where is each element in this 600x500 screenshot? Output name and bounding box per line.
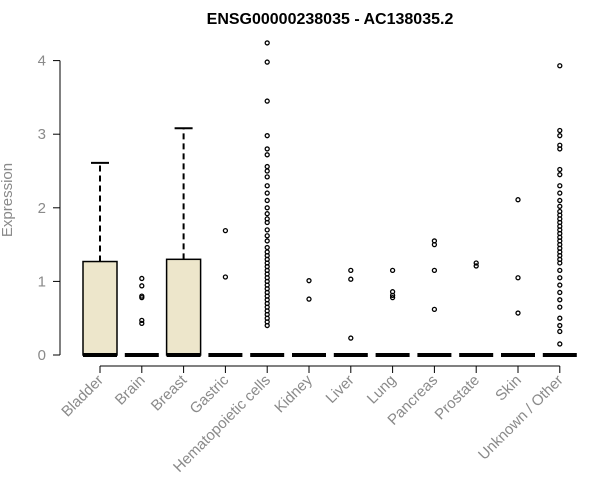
y-tick-label: 3 bbox=[38, 126, 46, 143]
outlier-point bbox=[348, 276, 354, 282]
box-9 bbox=[459, 260, 494, 357]
outlier-point bbox=[348, 267, 354, 274]
outlier-point bbox=[515, 197, 521, 203]
outlier-point bbox=[264, 197, 270, 204]
outlier-point bbox=[557, 172, 563, 178]
chart-title: ENSG00000238035 - AC138035.2 bbox=[207, 11, 454, 28]
outlier-point bbox=[389, 267, 396, 274]
outlier-point bbox=[306, 278, 312, 284]
box-11 bbox=[542, 63, 577, 357]
box-0 bbox=[82, 161, 118, 357]
box-4 bbox=[250, 40, 285, 357]
box-6 bbox=[333, 267, 368, 357]
outlier-point bbox=[264, 190, 270, 196]
outlier-point bbox=[139, 320, 145, 327]
outlier-point bbox=[431, 306, 438, 313]
outlier-point bbox=[264, 146, 270, 152]
outlier-point bbox=[557, 289, 563, 296]
x-tick-label: Prostate bbox=[431, 372, 483, 424]
outlier-point bbox=[139, 294, 145, 301]
outlier-point bbox=[557, 166, 563, 173]
outlier-point bbox=[264, 322, 270, 329]
outlier-point bbox=[557, 275, 563, 281]
outlier-point bbox=[557, 322, 563, 329]
y-axis-label: Expression bbox=[0, 163, 16, 237]
outlier-point bbox=[515, 310, 521, 316]
x-tick-label: Lung bbox=[364, 372, 400, 408]
x-tick-label: Breast bbox=[148, 371, 191, 414]
outlier-point bbox=[557, 146, 563, 152]
outlier-point bbox=[515, 275, 521, 281]
box-iqr bbox=[82, 260, 118, 356]
y-axis: 0 1 2 3 4 bbox=[38, 53, 61, 364]
box-1 bbox=[124, 275, 159, 357]
outlier-point bbox=[557, 304, 563, 310]
outlier-point bbox=[264, 174, 270, 180]
outlier-point bbox=[473, 263, 479, 269]
outlier-point bbox=[348, 335, 354, 341]
outlier-point bbox=[139, 275, 145, 282]
outlier-point bbox=[139, 283, 145, 289]
outlier-point bbox=[557, 203, 563, 209]
y-tick-label: 2 bbox=[38, 200, 46, 217]
outlier-point bbox=[264, 152, 270, 158]
outlier-point bbox=[389, 294, 396, 301]
box-10 bbox=[501, 197, 535, 357]
x-tick-label: Bladder bbox=[58, 372, 107, 421]
outlier-point bbox=[264, 168, 270, 174]
outlier-point bbox=[389, 292, 396, 299]
y-tick-label: 4 bbox=[38, 53, 46, 70]
x-tick-label: Skin bbox=[492, 372, 525, 405]
boxes-layer bbox=[82, 40, 577, 357]
outlier-point bbox=[557, 63, 563, 69]
y-tick-label: 0 bbox=[38, 347, 46, 364]
outlier-point bbox=[264, 227, 270, 233]
outlier-point bbox=[557, 183, 563, 189]
box-7 bbox=[375, 267, 410, 357]
outlier-point bbox=[222, 227, 229, 234]
outlier-point bbox=[264, 233, 270, 239]
x-tick-label: Brain bbox=[112, 372, 149, 409]
box-2 bbox=[165, 127, 202, 357]
outlier-point bbox=[264, 98, 270, 104]
outlier-point bbox=[557, 133, 563, 139]
outlier-point bbox=[557, 315, 563, 321]
outlier-point bbox=[557, 267, 563, 274]
outlier-point bbox=[264, 59, 270, 65]
x-tick-label: Kidney bbox=[271, 371, 316, 416]
outlier-point bbox=[264, 40, 270, 46]
box-8 bbox=[417, 238, 452, 357]
box-iqr bbox=[165, 258, 202, 356]
x-tick-label: Liver bbox=[323, 372, 358, 407]
outlier-point bbox=[557, 341, 563, 347]
outlier-point bbox=[431, 241, 438, 248]
outlier-point bbox=[264, 205, 270, 211]
outlier-point bbox=[264, 238, 270, 244]
outlier-point bbox=[222, 274, 229, 280]
box-3 bbox=[208, 227, 243, 357]
outlier-point bbox=[557, 328, 563, 335]
box-5 bbox=[292, 278, 326, 357]
outlier-point bbox=[264, 211, 270, 217]
outlier-point bbox=[264, 244, 270, 251]
outlier-point bbox=[264, 163, 270, 170]
outlier-point bbox=[473, 260, 479, 266]
outlier-point bbox=[557, 190, 563, 196]
outlier-point bbox=[557, 197, 563, 204]
outlier-point bbox=[431, 267, 438, 274]
y-tick-label: 1 bbox=[38, 273, 46, 290]
outlier-point bbox=[557, 127, 563, 134]
outlier-point bbox=[139, 317, 145, 324]
outlier-point bbox=[557, 282, 563, 288]
outlier-point bbox=[264, 133, 270, 139]
outlier-point bbox=[264, 219, 270, 226]
outlier-point bbox=[557, 297, 563, 303]
outlier-point bbox=[264, 183, 270, 189]
outlier-point bbox=[306, 296, 312, 302]
outlier-point bbox=[557, 260, 563, 266]
